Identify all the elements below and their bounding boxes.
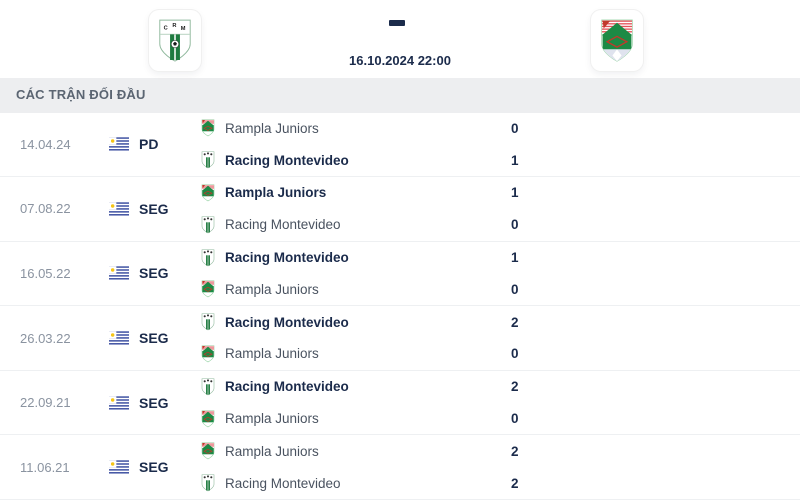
svg-text:M: M: [181, 25, 186, 31]
svg-text:C: C: [164, 25, 168, 31]
svg-text:R: R: [172, 22, 176, 28]
